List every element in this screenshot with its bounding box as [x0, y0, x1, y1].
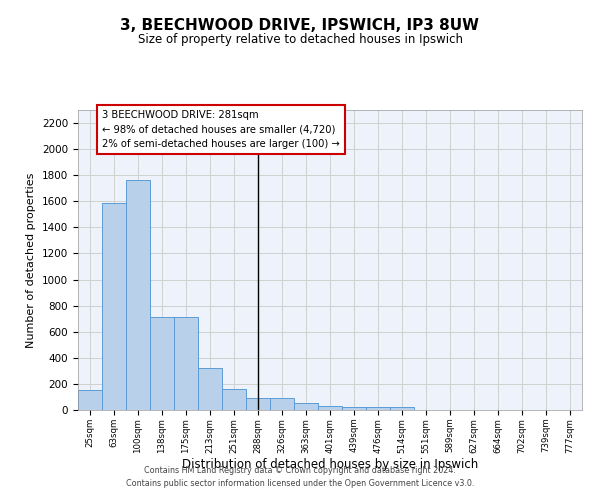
Y-axis label: Number of detached properties: Number of detached properties	[26, 172, 37, 348]
Bar	[294, 404, 318, 410]
Bar	[342, 408, 366, 410]
X-axis label: Distribution of detached houses by size in Ipswich: Distribution of detached houses by size …	[182, 458, 478, 471]
Bar	[102, 202, 126, 410]
Bar	[318, 406, 342, 410]
Text: Contains HM Land Registry data © Crown copyright and database right 2024.
Contai: Contains HM Land Registry data © Crown c…	[126, 466, 474, 487]
Text: 3 BEECHWOOD DRIVE: 281sqm
← 98% of detached houses are smaller (4,720)
2% of sem: 3 BEECHWOOD DRIVE: 281sqm ← 98% of detac…	[102, 110, 340, 150]
Bar	[222, 389, 246, 410]
Bar	[198, 368, 222, 410]
Bar	[150, 318, 174, 410]
Bar	[174, 318, 198, 410]
Bar	[78, 390, 102, 410]
Bar	[246, 398, 270, 410]
Text: Size of property relative to detached houses in Ipswich: Size of property relative to detached ho…	[137, 32, 463, 46]
Text: 3, BEECHWOOD DRIVE, IPSWICH, IP3 8UW: 3, BEECHWOOD DRIVE, IPSWICH, IP3 8UW	[121, 18, 479, 32]
Bar	[126, 180, 150, 410]
Bar	[270, 398, 294, 410]
Bar	[366, 408, 390, 410]
Bar	[390, 408, 414, 410]
